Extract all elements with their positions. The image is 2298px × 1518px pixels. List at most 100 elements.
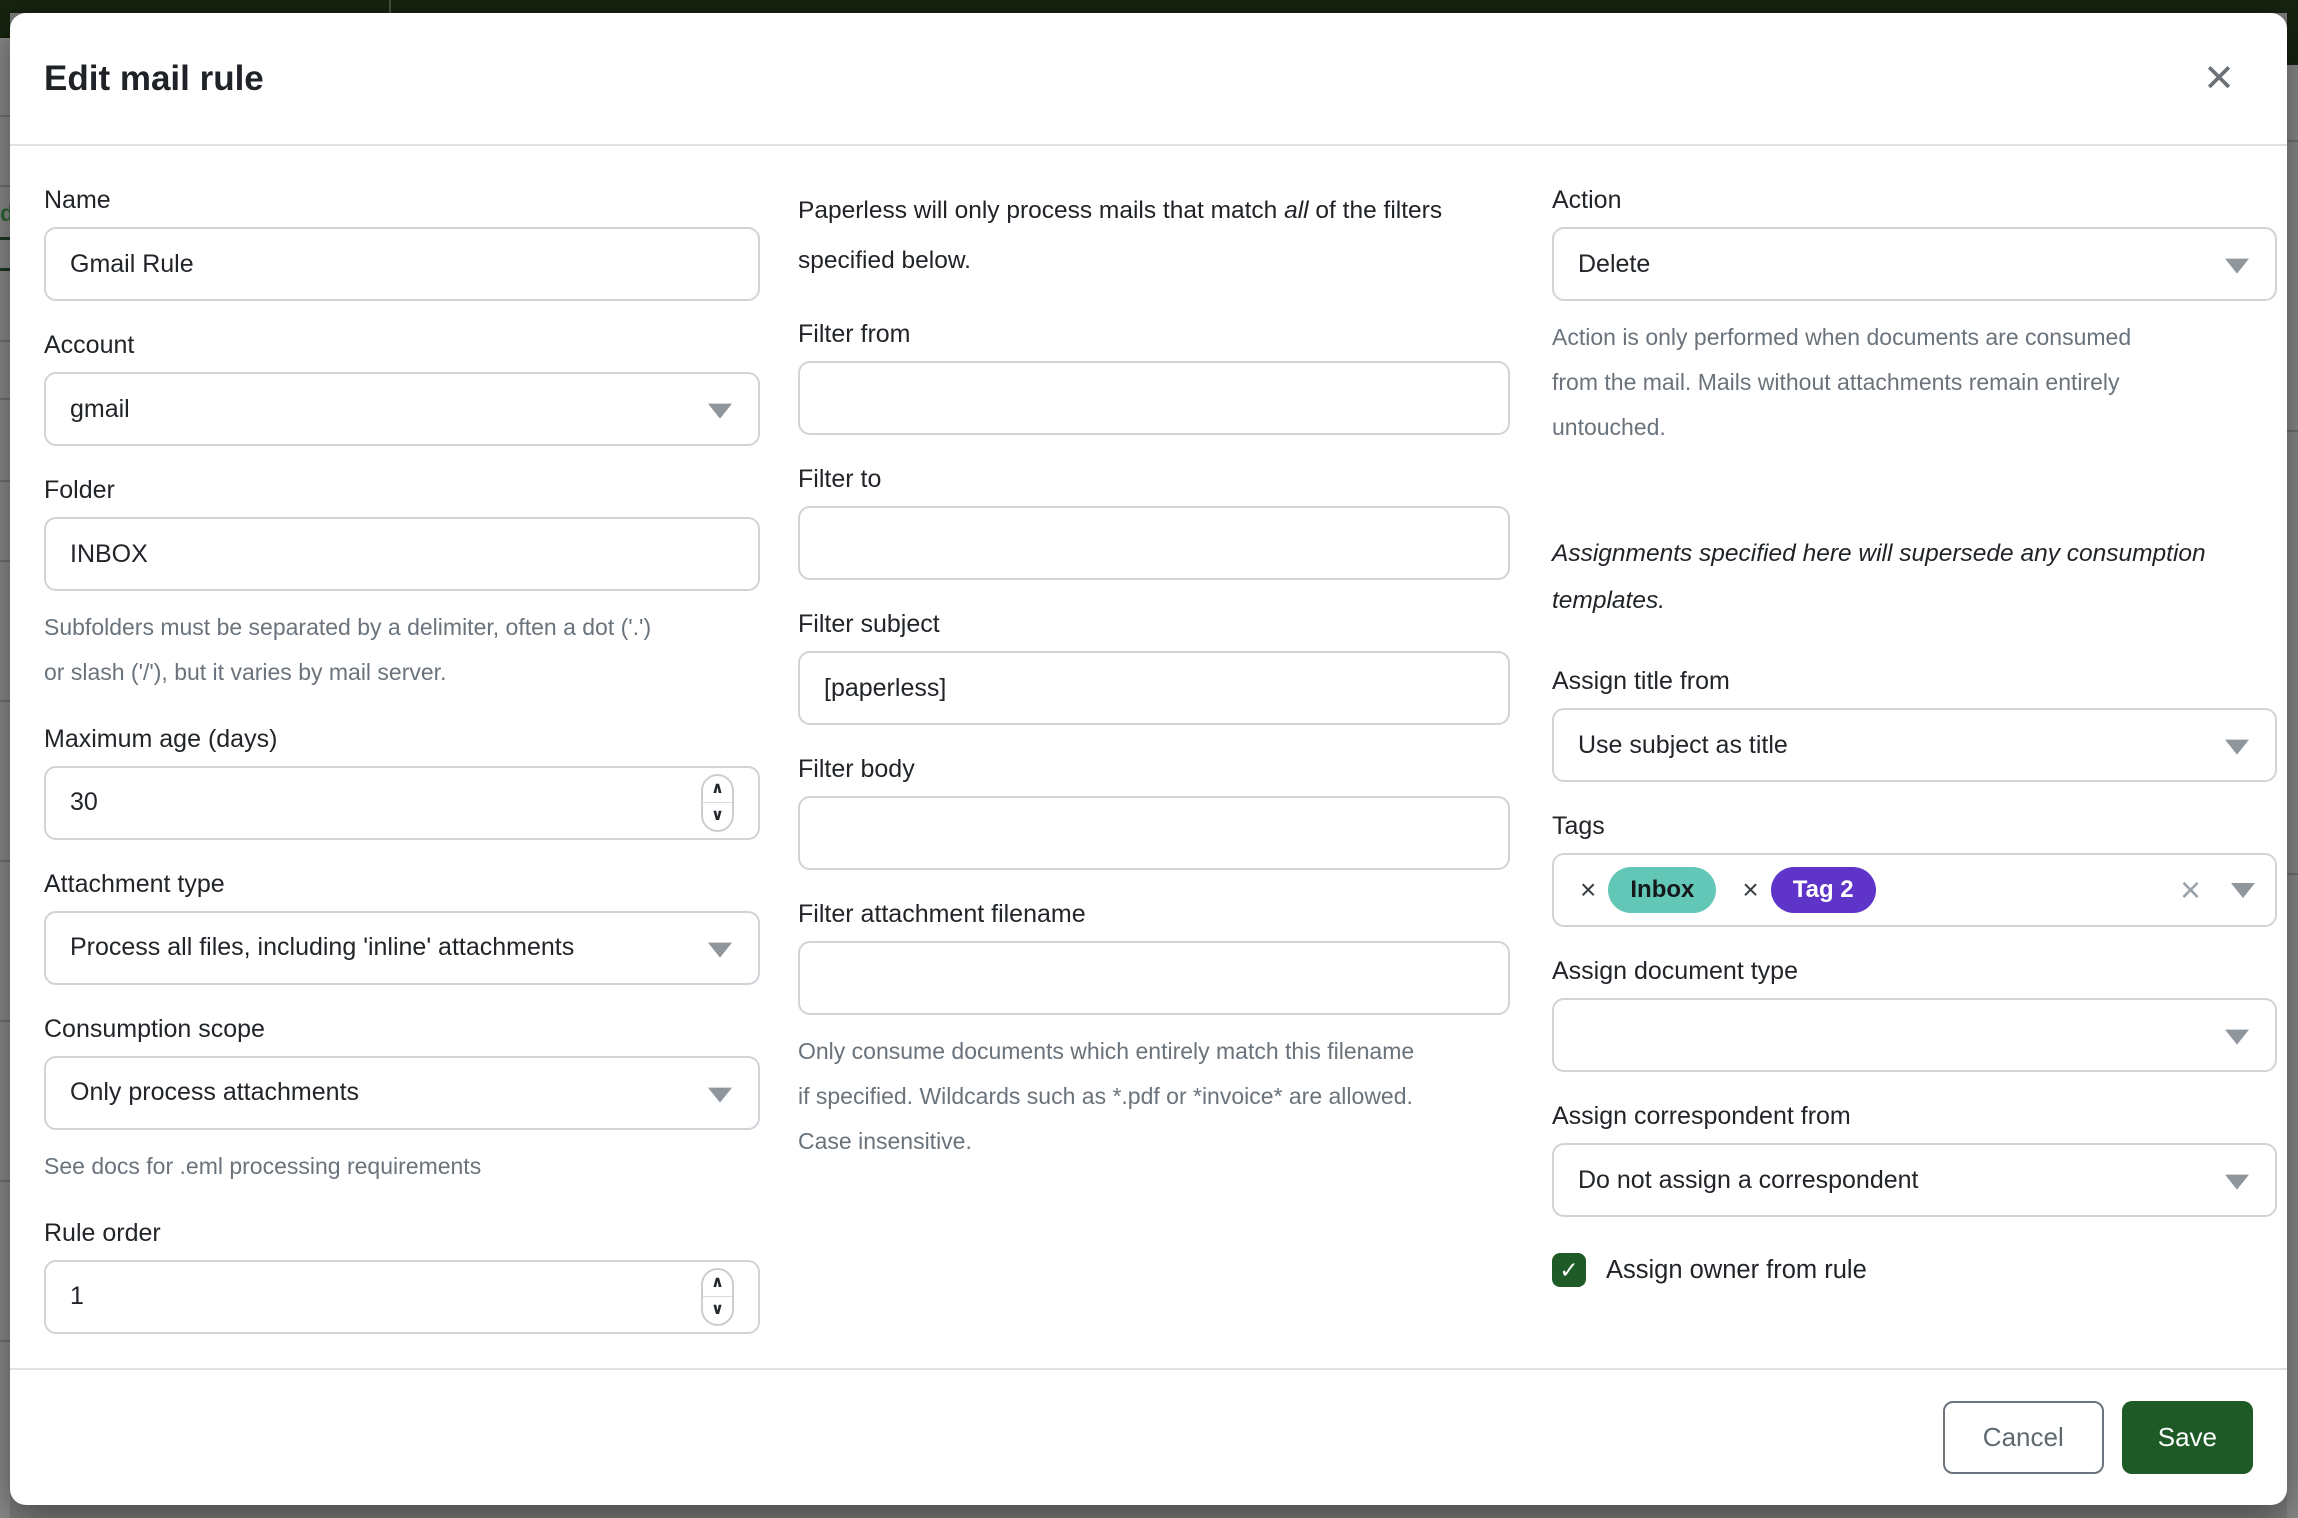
name-label: Name (44, 186, 111, 214)
close-button[interactable]: ✕ (2195, 56, 2243, 102)
folder-input-wrap (44, 517, 760, 591)
account-selected-value: gmail (70, 394, 130, 423)
attachment-type-label: Attachment type (44, 869, 225, 898)
filter-subject-label: Filter subject (798, 610, 940, 639)
folder-input[interactable] (70, 539, 734, 569)
chevron-down-icon (708, 1087, 732, 1103)
field-assign-title: Assign title from Use subject as title (1552, 667, 2277, 783)
assign-correspondent-select[interactable]: Do not assign a correspondent (1552, 1143, 2277, 1218)
action-selected-value: Delete (1578, 249, 1651, 278)
field-filter-from: Filter from (798, 320, 1510, 436)
assign-correspondent-label: Assign correspondent from (1552, 1102, 1851, 1131)
assignments-note: Assignments specified here will supersed… (1552, 539, 2206, 615)
remove-tag-icon[interactable]: × (1580, 874, 1597, 906)
tags-controls: × (2180, 872, 2255, 908)
background-page-left-sliver: d (0, 0, 14, 1518)
stepper-up-icon[interactable]: ∧ (703, 776, 732, 804)
rule-order-input[interactable] (70, 1282, 734, 1312)
background-navbar-divider (389, 0, 391, 13)
consumption-scope-selected-value: Only process attachments (70, 1078, 360, 1107)
chevron-down-icon (2225, 739, 2249, 755)
filter-subject-input-wrap (798, 651, 1510, 726)
column-filters: Paperless will only process mails that m… (798, 186, 1510, 1368)
check-icon: ✓ (1559, 1256, 1579, 1283)
assign-doc-type-select[interactable] (1552, 998, 2277, 1073)
account-label: Account (44, 331, 135, 359)
edit-mail-rule-dialog: Edit mail rule ✕ Name Account gmail (10, 13, 2287, 1505)
dialog-title: Edit mail rule (44, 58, 264, 98)
tag-chip-inbox: Inbox (1608, 867, 1717, 914)
field-filter-body: Filter body (798, 755, 1510, 871)
cancel-button[interactable]: Cancel (1942, 1401, 2104, 1474)
filter-from-input-wrap (798, 361, 1510, 436)
close-icon: ✕ (2203, 57, 2235, 100)
action-label: Action (1552, 186, 1622, 214)
consumption-scope-select[interactable]: Only process attachments (44, 1055, 760, 1130)
filter-subject-input[interactable] (824, 673, 1484, 703)
background-navbar-right (2287, 0, 2298, 65)
filter-to-input-wrap (798, 506, 1510, 581)
assign-title-label: Assign title from (1552, 667, 1730, 696)
field-assign-correspondent: Assign correspondent from Do not assign … (1552, 1102, 2277, 1218)
field-assign-doc-type: Assign document type (1552, 957, 2277, 1073)
background-page-right-sliver (2287, 0, 2298, 1518)
rule-order-label: Rule order (44, 1218, 161, 1247)
dialog-header: Edit mail rule ✕ (10, 13, 2287, 146)
filter-body-input[interactable] (824, 818, 1484, 848)
remove-tag-icon[interactable]: × (1742, 874, 1759, 906)
field-account: Account gmail (44, 331, 760, 446)
max-age-input-wrap: ∧ ∨ (44, 765, 760, 840)
field-filter-to: Filter to (798, 465, 1510, 581)
filter-to-label: Filter to (798, 465, 882, 494)
tags-label: Tags (1552, 812, 1605, 841)
tag-chip-tag2: Tag 2 (1770, 867, 1876, 914)
field-action: Action Delete Action is only performed w… (1552, 186, 2277, 450)
filter-filename-input[interactable] (824, 963, 1484, 993)
name-input-wrap (44, 227, 760, 301)
tags-select[interactable]: × Inbox × Tag 2 × (1552, 853, 2277, 928)
intro-italic-word: all (1284, 197, 1309, 224)
stepper-up-icon[interactable]: ∧ (703, 1270, 732, 1298)
action-select[interactable]: Delete (1552, 227, 2277, 301)
assign-correspondent-selected-value: Do not assign a correspondent (1578, 1165, 1919, 1194)
attachment-type-select[interactable]: Process all files, including 'inline' at… (44, 910, 760, 985)
chevron-down-icon[interactable] (2231, 882, 2255, 898)
stepper-down-icon[interactable]: ∨ (711, 807, 724, 825)
save-button[interactable]: Save (2121, 1401, 2253, 1474)
name-input[interactable] (70, 249, 734, 279)
chevron-down-icon (2225, 258, 2249, 274)
number-stepper: ∧ ∨ (701, 773, 734, 832)
assign-owner-row: ✓ Assign owner from rule (1552, 1253, 2277, 1288)
consumption-scope-help-text: See docs for .eml processing requirement… (44, 1152, 482, 1179)
dialog-body: Name Account gmail Folder Subfolders mus… (10, 146, 2287, 1368)
dialog-footer: Cancel Save (10, 1368, 2287, 1505)
action-help-text: Action is only performed when documents … (1552, 324, 2132, 440)
chevron-down-icon (708, 942, 732, 958)
background-navbar (0, 0, 2298, 13)
assign-title-select[interactable]: Use subject as title (1552, 708, 2277, 783)
filters-intro-text: Paperless will only process mails that m… (798, 197, 1443, 275)
filter-filename-label: Filter attachment filename (798, 900, 1086, 929)
assign-title-selected-value: Use subject as title (1578, 730, 1788, 759)
chevron-down-icon (2225, 1174, 2249, 1190)
filter-filename-input-wrap (798, 941, 1510, 1016)
assign-doc-type-label: Assign document type (1552, 957, 1798, 986)
field-name: Name (44, 186, 760, 301)
clear-all-icon[interactable]: × (2179, 869, 2201, 911)
field-folder: Folder Subfolders must be separated by a… (44, 476, 760, 695)
folder-label: Folder (44, 476, 115, 504)
account-select[interactable]: gmail (44, 372, 760, 446)
assign-owner-label: Assign owner from rule (1606, 1255, 1867, 1284)
field-rule-order: Rule order ∧ ∨ (44, 1219, 760, 1334)
assign-owner-checkbox[interactable]: ✓ (1552, 1253, 1586, 1288)
chevron-down-icon (2225, 1029, 2249, 1045)
stepper-down-icon[interactable]: ∨ (711, 1301, 724, 1319)
folder-help-text: Subfolders must be separated by a delimi… (44, 614, 652, 685)
field-filter-filename: Filter attachment filename Only consume … (798, 900, 1510, 1164)
filter-to-input[interactable] (824, 528, 1484, 558)
filter-body-input-wrap (798, 796, 1510, 871)
filter-from-input[interactable] (824, 383, 1484, 413)
column-actions: Action Delete Action is only performed w… (1552, 186, 2277, 1368)
max-age-label: Maximum age (days) (44, 724, 278, 753)
max-age-input[interactable] (70, 788, 734, 818)
